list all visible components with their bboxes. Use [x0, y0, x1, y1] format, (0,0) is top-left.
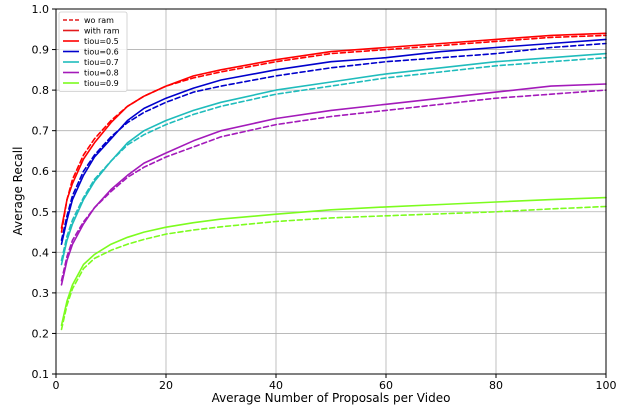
legend-box: [58, 11, 128, 92]
series-line-tiou-0-5-wo-ram: [60, 34, 607, 233]
x-tick-label: 40: [269, 379, 283, 392]
x-tick-label: 0: [53, 379, 60, 392]
x-axis-label: Average Number of Proposals per Video: [212, 391, 451, 405]
x-tick-label: 20: [159, 379, 173, 392]
y-tick-label: 0.9: [32, 44, 50, 57]
series-line-tiou-0-8-with-ram: [60, 83, 607, 286]
x-tick-label: 80: [489, 379, 503, 392]
y-tick-label: 0.2: [32, 327, 50, 340]
legend-label: wo ram: [84, 16, 114, 25]
legend-label: tiou=0.7: [84, 58, 119, 67]
legend-label: tiou=0.8: [84, 69, 119, 78]
axis-ticks: 0 20 40 60 80 100 0.1 0.2 0.3 0.4 0.5 0.6 0.7 0.8 0.9 1…: [32, 3, 617, 392]
x-tick-label: 100: [596, 379, 617, 392]
series-line-tiou-0-9-with-ram: [60, 196, 607, 327]
y-axis-label: Average Recall: [11, 147, 25, 236]
plot-frame: [55, 8, 607, 375]
y-tick-label: 0.1: [32, 368, 50, 381]
series-line-tiou-0-6-with-ram: [60, 38, 607, 245]
series-line-tiou-0-8-wo-ram: [60, 89, 607, 282]
y-tick-label: 0.7: [32, 125, 50, 138]
series-line-tiou-0-9-wo-ram: [60, 205, 607, 331]
y-tick-label: 0.5: [32, 206, 50, 219]
series-line-tiou-0-7-wo-ram: [60, 56, 607, 262]
y-tick-label: 0.3: [32, 287, 50, 300]
series-line-tiou-0-6-wo-ram: [60, 42, 607, 241]
y-tick-label: 0.4: [32, 246, 50, 259]
series-layer: [60, 32, 607, 331]
x-tick-label: 60: [379, 379, 393, 392]
y-tick-label: 1.0: [32, 3, 50, 16]
legend-label: tiou=0.6: [84, 48, 119, 57]
legend-label: tiou=0.5: [84, 37, 119, 46]
legend-label: with ram: [84, 27, 120, 36]
y-tick-label: 0.8: [32, 84, 50, 97]
legend-label: tiou=0.9: [84, 79, 119, 88]
series-line-tiou-0-5-with-ram: [60, 32, 607, 229]
series-line-tiou-0-7-with-ram: [60, 52, 607, 266]
y-tick-label: 0.6: [32, 165, 50, 178]
